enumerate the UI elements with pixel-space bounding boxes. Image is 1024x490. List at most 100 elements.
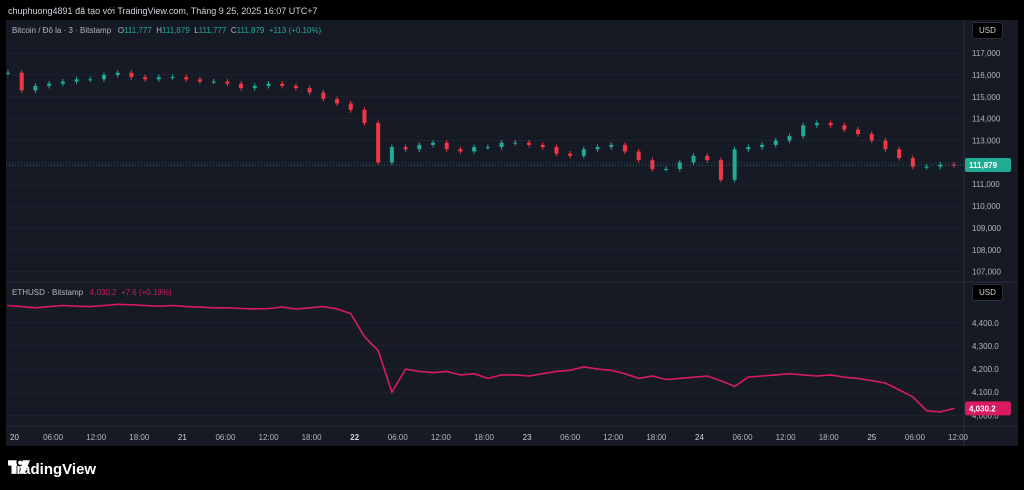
btc-symbol: Bitcoin / Đô la · 3 · Bitstamp bbox=[12, 26, 112, 35]
eth-point bbox=[295, 308, 297, 310]
eth-y-tick-label: 4,100.0 bbox=[972, 388, 999, 397]
chart-area[interactable]: 117,000116,000115,000114,000113,000112,0… bbox=[6, 20, 1018, 446]
btc-candle bbox=[143, 77, 148, 80]
btc-y-tick-label: 107,000 bbox=[972, 268, 1001, 277]
btc-legend: Bitcoin / Đô la · 3 · Bitstamp O111,777 … bbox=[12, 26, 321, 35]
x-tick-label: 18:00 bbox=[302, 433, 323, 442]
btc-candle bbox=[101, 74, 106, 80]
eth-point bbox=[103, 304, 105, 307]
x-tick-label: 21 bbox=[178, 433, 187, 442]
btc-candle bbox=[869, 133, 874, 141]
eth-point bbox=[583, 365, 585, 368]
btc-candle bbox=[293, 85, 298, 89]
btc-candle bbox=[856, 129, 861, 134]
eth-price-tag-label: 4,030.2 bbox=[969, 404, 996, 413]
eth-point bbox=[253, 308, 256, 310]
x-tick-label: 18:00 bbox=[646, 433, 667, 442]
eth-point bbox=[857, 377, 859, 380]
x-tick-label: 23 bbox=[523, 433, 532, 442]
eth-point bbox=[761, 375, 763, 377]
btc-candle bbox=[636, 151, 641, 161]
eth-point bbox=[308, 306, 311, 309]
btc-candle bbox=[335, 99, 340, 104]
eth-point bbox=[48, 305, 50, 308]
btc-candle bbox=[321, 92, 326, 99]
eth-point bbox=[925, 409, 928, 412]
btc-candle bbox=[581, 149, 586, 156]
eth-unit-button[interactable]: USD bbox=[972, 284, 1003, 301]
btc-close: 111,879 bbox=[236, 26, 265, 35]
btc-candle bbox=[6, 72, 10, 74]
eth-point bbox=[843, 376, 846, 378]
eth-point bbox=[363, 335, 366, 338]
btc-candle bbox=[60, 81, 65, 84]
eth-point bbox=[349, 312, 352, 315]
eth-point bbox=[555, 370, 558, 373]
btc-y-tick-label: 111,000 bbox=[972, 180, 1000, 189]
eth-point bbox=[336, 308, 338, 310]
btc-candle bbox=[718, 160, 723, 180]
eth-point bbox=[692, 376, 695, 378]
btc-candle bbox=[705, 155, 710, 161]
eth-point bbox=[404, 368, 407, 370]
btc-candle bbox=[252, 85, 257, 89]
btc-candle bbox=[88, 79, 93, 81]
tradingview-logo-icon bbox=[8, 460, 30, 474]
chart-svg: 117,000116,000115,000114,000113,000112,0… bbox=[6, 20, 1018, 446]
x-tick-label: 12:00 bbox=[259, 433, 280, 442]
eth-point bbox=[377, 349, 379, 352]
btc-candle bbox=[389, 147, 394, 163]
eth-symbol: ETHUSD · Bitstamp bbox=[12, 288, 84, 297]
eth-point bbox=[171, 304, 174, 307]
btc-candle bbox=[828, 123, 833, 126]
btc-y-tick-label: 113,000 bbox=[972, 137, 1001, 146]
btc-candle bbox=[842, 125, 847, 130]
btc-candle bbox=[622, 144, 627, 152]
eth-point bbox=[733, 385, 736, 388]
btc-y-tick-label: 116,000 bbox=[972, 71, 1001, 80]
eth-point bbox=[720, 379, 722, 382]
eth-point bbox=[20, 305, 23, 308]
btc-change: +113 (+0.10%) bbox=[268, 26, 322, 35]
btc-candle bbox=[787, 136, 792, 141]
eth-y-tick-label: 4,300.0 bbox=[972, 342, 999, 351]
btc-candle bbox=[883, 140, 888, 150]
x-tick-label: 06:00 bbox=[215, 433, 236, 442]
btc-candle bbox=[677, 162, 682, 169]
header-credit: chuphuong4891 đã tạo với TradingView.com… bbox=[8, 6, 318, 16]
btc-candle bbox=[211, 81, 216, 83]
btc-candle bbox=[513, 142, 518, 144]
eth-point bbox=[637, 377, 640, 380]
btc-candle bbox=[801, 125, 806, 137]
btc-candle bbox=[526, 142, 531, 145]
eth-point bbox=[34, 306, 37, 309]
eth-point bbox=[226, 306, 229, 309]
eth-change: +7.6 (+0.19%) bbox=[120, 288, 172, 297]
btc-candle bbox=[595, 147, 600, 150]
btc-low: 111,777 bbox=[198, 26, 227, 35]
btc-candle bbox=[938, 164, 943, 167]
eth-point bbox=[459, 374, 462, 376]
btc-candle bbox=[609, 144, 614, 148]
eth-point bbox=[870, 379, 873, 382]
x-tick-label: 12:00 bbox=[603, 433, 624, 442]
btc-candle bbox=[760, 144, 765, 148]
btc-candle bbox=[129, 72, 134, 78]
eth-point bbox=[953, 407, 955, 410]
x-tick-label: 24 bbox=[695, 433, 704, 442]
btc-unit-button[interactable]: USD bbox=[972, 22, 1003, 39]
btc-candle bbox=[910, 158, 915, 167]
btc-candle bbox=[691, 155, 696, 163]
x-tick-label: 12:00 bbox=[86, 433, 107, 442]
btc-price-tag bbox=[965, 158, 1011, 173]
tradingview-logo[interactable]: TradingView bbox=[8, 460, 96, 478]
eth-point bbox=[445, 370, 448, 373]
x-tick-label: 06:00 bbox=[560, 433, 581, 442]
btc-candle bbox=[19, 72, 24, 91]
btc-candle bbox=[472, 147, 477, 152]
btc-y-tick-label: 115,000 bbox=[972, 93, 1001, 102]
eth-point bbox=[199, 306, 201, 308]
eth-y-tick-label: 4,200.0 bbox=[972, 365, 999, 374]
x-tick-label: 18:00 bbox=[819, 433, 840, 442]
btc-candle bbox=[47, 83, 52, 86]
